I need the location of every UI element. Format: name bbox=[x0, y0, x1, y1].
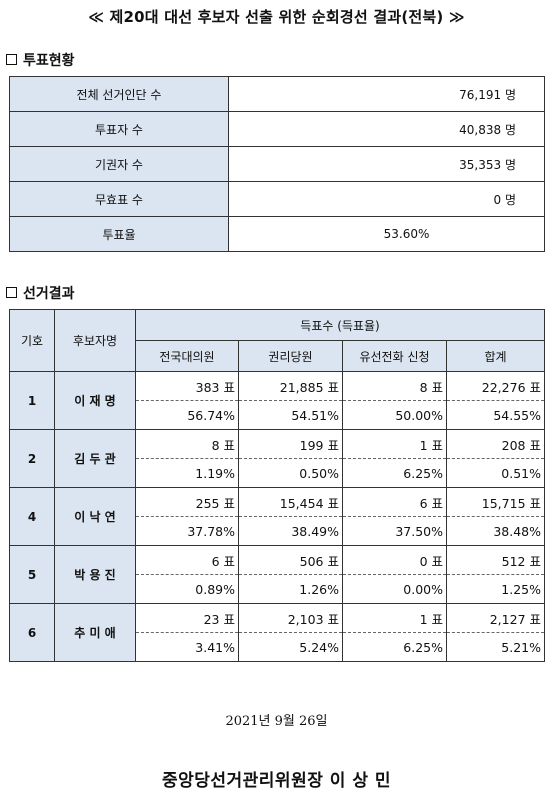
vote-rate: 37.50% bbox=[342, 516, 447, 546]
vote-count: 8 표 bbox=[342, 371, 447, 401]
summary-label: 투표율 bbox=[9, 216, 229, 252]
header-col: 유선전화 신청 bbox=[342, 340, 447, 372]
candidate-rates-row: 3.41% 5.24% 6.25% 5.21% bbox=[10, 632, 545, 662]
vote-rate: 6.25% bbox=[342, 632, 447, 662]
summary-value: 76,191 명 bbox=[228, 76, 545, 112]
document-title: ≪ 제20대 대선 후보자 선출 위한 순회경선 결과(전북) ≫ bbox=[88, 8, 465, 26]
candidate-rates-row: 56.74% 54.51% 50.00% 54.55% bbox=[10, 400, 545, 430]
vote-rate: 54.51% bbox=[238, 400, 343, 430]
header-col: 권리당원 bbox=[238, 340, 343, 372]
vote-count: 23 표 bbox=[135, 603, 239, 633]
vote-count: 506 표 bbox=[238, 545, 343, 575]
section-vote-status: 투표현황 bbox=[6, 50, 75, 70]
summary-row: 투표율 53.60% bbox=[9, 216, 545, 252]
candidate-number: 5 bbox=[9, 545, 55, 604]
vote-rate: 0.50% bbox=[238, 458, 343, 488]
vote-rate: 3.41% bbox=[135, 632, 239, 662]
summary-label: 전체 선거인단 수 bbox=[9, 76, 229, 112]
vote-rate: 5.24% bbox=[238, 632, 343, 662]
candidate-rates-row: 1.19% 0.50% 6.25% 0.51% bbox=[10, 458, 545, 488]
vote-count: 1 표 bbox=[342, 603, 447, 633]
vote-rate: 1.25% bbox=[446, 574, 545, 604]
vote-rate: 5.21% bbox=[446, 632, 545, 662]
vote-rate: 38.48% bbox=[446, 516, 545, 546]
vote-count: 208 표 bbox=[446, 429, 545, 459]
vote-count: 255 표 bbox=[135, 487, 239, 517]
section-heading: 선거결과 bbox=[23, 286, 75, 302]
header-name: 후보자명 bbox=[54, 309, 136, 372]
candidate-name: 김 두 관 bbox=[54, 429, 136, 488]
vote-count: 6 표 bbox=[342, 487, 447, 517]
vote-count: 15,715 표 bbox=[446, 487, 545, 517]
candidate-name: 박 용 진 bbox=[54, 545, 136, 604]
summary-row: 기권자 수 35,353 명 bbox=[9, 146, 545, 182]
vote-rate: 37.78% bbox=[135, 516, 239, 546]
header-col: 합계 bbox=[446, 340, 545, 372]
summary-row: 투표자 수 40,838 명 bbox=[9, 111, 545, 147]
candidate-name: 이 낙 연 bbox=[54, 487, 136, 546]
vote-rate: 1.19% bbox=[135, 458, 239, 488]
candidate-name: 이 재 명 bbox=[54, 371, 136, 430]
vote-count: 22,276 표 bbox=[446, 371, 545, 401]
vote-count: 8 표 bbox=[135, 429, 239, 459]
vote-count: 1 표 bbox=[342, 429, 447, 459]
candidate-rates-row: 37.78% 38.49% 37.50% 38.48% bbox=[10, 516, 545, 546]
summary-row: 무효표 수 0 명 bbox=[9, 181, 545, 217]
header-col: 전국대의원 bbox=[135, 340, 239, 372]
vote-count: 199 표 bbox=[238, 429, 343, 459]
summary-value: 0 명 bbox=[228, 181, 545, 217]
square-bullet-icon bbox=[6, 54, 17, 65]
vote-count: 0 표 bbox=[342, 545, 447, 575]
candidate-number: 1 bbox=[9, 371, 55, 430]
vote-count: 6 표 bbox=[135, 545, 239, 575]
candidate-number: 4 bbox=[9, 487, 55, 546]
vote-rate: 56.74% bbox=[135, 400, 239, 430]
vote-count: 512 표 bbox=[446, 545, 545, 575]
summary-value: 35,353 명 bbox=[228, 146, 545, 182]
summary-label: 무효표 수 bbox=[9, 181, 229, 217]
candidate-number: 2 bbox=[9, 429, 55, 488]
candidate-name: 추 미 애 bbox=[54, 603, 136, 662]
signer-name: 중앙당선거관리위원장 이 상 민 bbox=[161, 771, 392, 791]
candidate-rates-row: 0.89% 1.26% 0.00% 1.25% bbox=[10, 574, 545, 604]
candidate-number: 6 bbox=[9, 603, 55, 662]
summary-row: 전체 선거인단 수 76,191 명 bbox=[9, 76, 545, 112]
section-election-results: 선거결과 bbox=[6, 283, 75, 303]
vote-rate: 54.55% bbox=[446, 400, 545, 430]
vote-rate: 6.25% bbox=[342, 458, 447, 488]
summary-value: 53.60% bbox=[228, 216, 545, 252]
summary-value: 40,838 명 bbox=[228, 111, 545, 147]
vote-count: 383 표 bbox=[135, 371, 239, 401]
vote-rate: 0.51% bbox=[446, 458, 545, 488]
section-heading: 투표현황 bbox=[23, 53, 75, 69]
summary-label: 기권자 수 bbox=[9, 146, 229, 182]
summary-label: 투표자 수 bbox=[9, 111, 229, 147]
vote-rate: 1.26% bbox=[238, 574, 343, 604]
vote-rate: 0.00% bbox=[342, 574, 447, 604]
vote-count: 15,454 표 bbox=[238, 487, 343, 517]
vote-rate: 50.00% bbox=[342, 400, 447, 430]
vote-count: 21,885 표 bbox=[238, 371, 343, 401]
header-no: 기호 bbox=[9, 309, 55, 372]
vote-count: 2,127 표 bbox=[446, 603, 545, 633]
square-bullet-icon bbox=[6, 287, 17, 298]
document-date: 2021년 9월 26일 bbox=[225, 714, 328, 729]
vote-rate: 0.89% bbox=[135, 574, 239, 604]
vote-count: 2,103 표 bbox=[238, 603, 343, 633]
header-vote-group: 득표수 (득표율) bbox=[135, 309, 545, 341]
vote-summary-table: 전체 선거인단 수 76,191 명 투표자 수 40,838 명 기권자 수 … bbox=[9, 76, 545, 252]
header-row: 전국대의원 권리당원 유선전화 신청 합계 bbox=[10, 340, 545, 372]
header-row: 기호 후보자명 득표수 (득표율) bbox=[9, 309, 545, 372]
vote-rate: 38.49% bbox=[238, 516, 343, 546]
election-results-table: 기호 후보자명 득표수 (득표율) 전국대의원 권리당원 유선전화 신청 합계 … bbox=[9, 309, 545, 662]
